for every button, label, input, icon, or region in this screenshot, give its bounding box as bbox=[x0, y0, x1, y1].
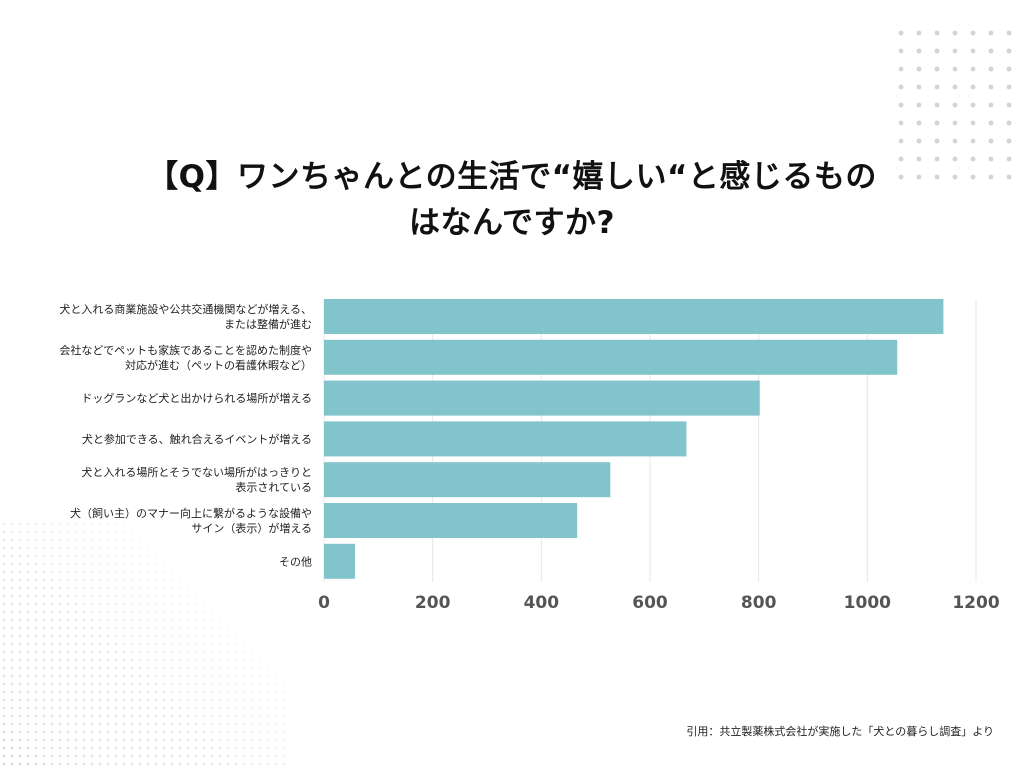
bar-4 bbox=[324, 421, 687, 457]
decorative-dot-pattern-top-right bbox=[892, 24, 1024, 184]
category-label-line-1-1: 犬と入れる商業施設や公共交通機関などが増える、 bbox=[59, 302, 312, 316]
category-label-line-2-2: 対応が進む（ペットの看護休暇など） bbox=[125, 358, 312, 372]
category-label-line-1-2: または整備が進む bbox=[224, 317, 312, 331]
category-label-line-6-2: サイン（表示）が増える bbox=[191, 521, 312, 535]
category-label-line-5-2: 表示されている bbox=[235, 480, 312, 494]
category-label-line-2-1: 会社などでペットも家族であることを認めた制度や bbox=[59, 343, 312, 357]
bar-6 bbox=[324, 503, 578, 538]
category-label-4: 犬と参加できる、触れ合えるイベントが増える bbox=[82, 432, 312, 446]
bar-1 bbox=[324, 299, 944, 334]
decorative-dot-pattern-bottom-left bbox=[0, 520, 290, 768]
bar-5 bbox=[324, 462, 611, 498]
x-tick-label-0: 0 bbox=[318, 593, 330, 613]
source-citation: 引用：共立製薬株式会社が実施した「犬との暮らし調査」より bbox=[686, 725, 994, 738]
x-tick-label-4: 800 bbox=[741, 593, 777, 613]
category-label-2: 会社などでペットも家族であることを認めた制度や対応が進む（ペットの看護休暇など） bbox=[59, 343, 312, 372]
category-label-1: 犬と入れる商業施設や公共交通機関などが増える、または整備が進む bbox=[59, 302, 312, 331]
category-label-7: その他 bbox=[279, 555, 312, 568]
x-tick-label-3: 600 bbox=[632, 593, 668, 613]
chart-title: 【Q】ワンちゃんとの生活で“嬉しい“と感じるもの はなんですか? bbox=[147, 159, 877, 241]
category-label-line-7-1: その他 bbox=[279, 555, 312, 568]
category-label-line-4-1: 犬と参加できる、触れ合えるイベントが増える bbox=[82, 432, 312, 446]
category-label-line-5-1: 犬と入れる場所とそうでない場所がはっきりと bbox=[81, 465, 312, 479]
category-label-line-3-1: ドッグランなど犬と出かけられる場所が増える bbox=[81, 391, 312, 405]
category-label-6: 犬（飼い主）のマナー向上に繋がるような設備やサイン（表示）が増える bbox=[70, 506, 312, 535]
x-tick-label-6: 1200 bbox=[952, 593, 999, 613]
x-tick-label-2: 400 bbox=[524, 593, 560, 613]
category-label-3: ドッグランなど犬と出かけられる場所が増える bbox=[81, 391, 312, 405]
bar-3 bbox=[324, 380, 760, 416]
bar-2 bbox=[324, 339, 898, 375]
bar-7 bbox=[324, 543, 355, 579]
category-label-5: 犬と入れる場所とそうでない場所がはっきりと表示されている bbox=[81, 465, 312, 494]
category-label-line-6-1: 犬（飼い主）のマナー向上に繋がるような設備や bbox=[70, 506, 312, 520]
x-tick-label-5: 1000 bbox=[844, 593, 891, 613]
x-tick-label-1: 200 bbox=[415, 593, 451, 613]
